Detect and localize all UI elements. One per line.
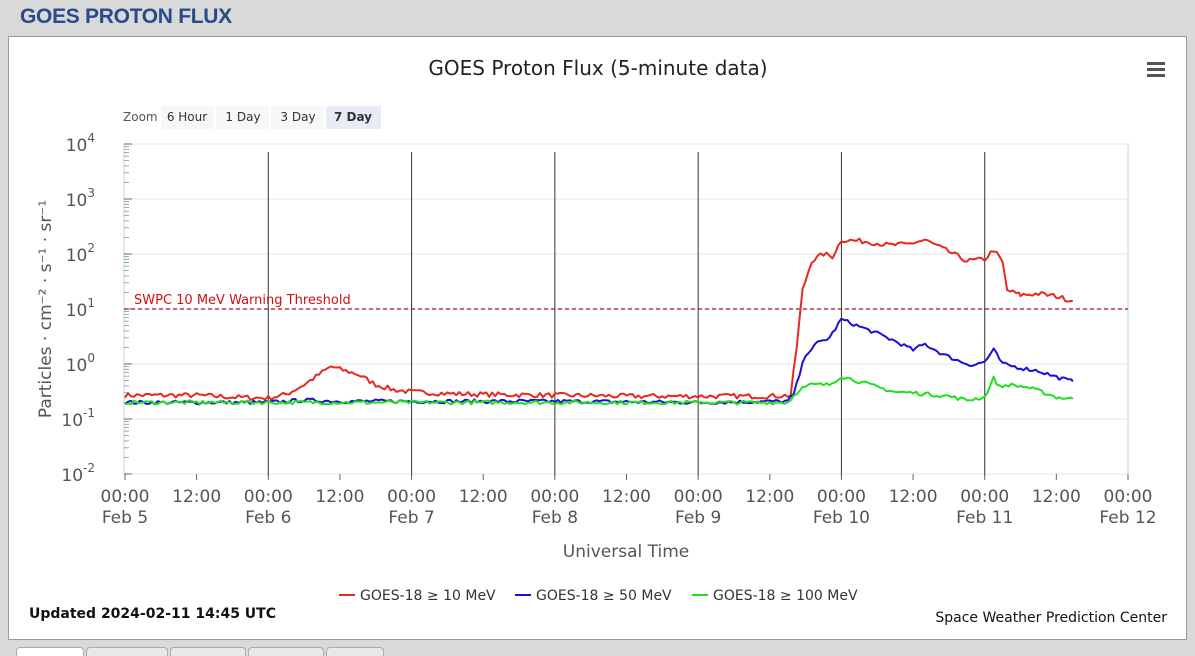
zoom-button-3-day-label: 3 Day xyxy=(280,110,315,124)
page-header: GOES PROTON FLUX xyxy=(0,0,1195,34)
legend: GOES-18 ≥ 10 MeV GOES-18 ≥ 50 MeV GOES-18 … xyxy=(339,588,858,604)
chart-title: GOES Proton Flux (5-minute data) xyxy=(428,56,767,80)
y-tick-exponent: 1 xyxy=(87,296,95,310)
page-title: GOES PROTON FLUX xyxy=(20,5,232,28)
y-tick-label: 103 xyxy=(66,186,95,211)
x-tick-date: Feb 7 xyxy=(388,508,434,528)
y-tick-exponent: 3 xyxy=(87,186,95,200)
chart-panel: GOES Proton Flux (5-minute data) Zoom 6 … xyxy=(8,36,1187,640)
series-group xyxy=(124,237,1074,406)
x-tick-date: Feb 12 xyxy=(1099,508,1156,528)
y-axis-label: Particles · cm⁻² · s⁻¹ · sr⁻¹ xyxy=(36,200,56,418)
updated-timestamp: Updated 2024-02-11 14:45 UTC xyxy=(29,606,276,622)
x-tick-time: 00:00 xyxy=(674,487,723,507)
legend-item[interactable]: GOES-18 ≥ 50 MeV xyxy=(515,588,672,604)
x-tick-date: Feb 6 xyxy=(245,508,291,528)
zoom-button-7-day[interactable]: 7 Day xyxy=(326,106,381,129)
series-line xyxy=(124,317,1074,406)
x-tick-time: 00:00 xyxy=(817,487,866,507)
x-tick-date: Feb 5 xyxy=(102,508,148,528)
proton-flux-chart: GOES Proton Flux (5-minute data) Zoom 6 … xyxy=(29,56,1167,626)
zoom-button-1-day-label: 1 Day xyxy=(225,110,260,124)
x-tick-time: 00:00 xyxy=(101,487,150,507)
y-tick-label: 100 xyxy=(66,351,95,376)
x-tick-date: Feb 9 xyxy=(675,508,721,528)
y-tick-exponent: -2 xyxy=(83,461,95,475)
x-tick-date: Feb 11 xyxy=(956,508,1013,528)
credit-text: Space Weather Prediction Center xyxy=(935,610,1167,626)
threshold-label: SWPC 10 MeV Warning Threshold xyxy=(134,293,351,308)
x-tick-time: 12:00 xyxy=(602,487,651,507)
zoom-button-3-day[interactable]: 3 Day xyxy=(271,106,324,129)
hamburger-menu-icon[interactable] xyxy=(1147,62,1165,77)
y-tick-exponent: 2 xyxy=(87,241,95,255)
zoom-label: Zoom xyxy=(123,110,158,124)
zoom-button-6-hour[interactable]: 6 Hour xyxy=(161,106,214,129)
x-axis-label: Universal Time xyxy=(563,542,689,562)
y-tick-label: 10-2 xyxy=(61,461,95,486)
x-tick-time: 00:00 xyxy=(1104,487,1153,507)
legend-label: GOES-18 ≥ 50 MeV xyxy=(536,588,672,604)
y-tick-label: 10-1 xyxy=(61,406,95,431)
legend-item[interactable]: GOES-18 ≥ 10 MeV xyxy=(339,588,496,604)
y-tick-label: 104 xyxy=(66,131,95,156)
x-tick-time: 00:00 xyxy=(387,487,436,507)
legend-label: GOES-18 ≥ 10 MeV xyxy=(360,588,496,604)
zoom-button-6-hour-label: 6 Hour xyxy=(167,110,207,124)
x-tick-time: 12:00 xyxy=(745,487,794,507)
zoom-button-1-day[interactable]: 1 Day xyxy=(216,106,269,129)
day-vertical-lines xyxy=(267,152,986,476)
legend-label: GOES-18 ≥ 100 MeV xyxy=(713,588,858,604)
x-tick-date: Feb 10 xyxy=(813,508,870,528)
x-tick-time: 12:00 xyxy=(315,487,364,507)
legend-item[interactable]: GOES-18 ≥ 100 MeV xyxy=(692,588,858,604)
y-tick-exponent: -1 xyxy=(83,406,95,420)
x-tick-time: 12:00 xyxy=(889,487,938,507)
x-tick-time: 12:00 xyxy=(459,487,508,507)
y-minor-ticks xyxy=(124,146,129,458)
series-line xyxy=(124,375,1074,406)
y-tick-exponent: 4 xyxy=(87,131,95,145)
x-tick-time: 00:00 xyxy=(960,487,1009,507)
y-tick-exponent: 0 xyxy=(87,351,95,365)
x-tick-date: Feb 8 xyxy=(532,508,578,528)
zoom-button-7-day-label: 7 Day xyxy=(334,110,372,124)
x-tick-time: 00:00 xyxy=(244,487,293,507)
y-tick-label: 101 xyxy=(66,296,95,321)
series-line xyxy=(124,237,1073,401)
y-tick-label: 102 xyxy=(66,241,95,266)
bottom-tab-bar xyxy=(0,641,1195,656)
x-tick-time: 12:00 xyxy=(172,487,221,507)
x-tick-time: 12:00 xyxy=(1032,487,1081,507)
x-tick-time: 00:00 xyxy=(530,487,579,507)
